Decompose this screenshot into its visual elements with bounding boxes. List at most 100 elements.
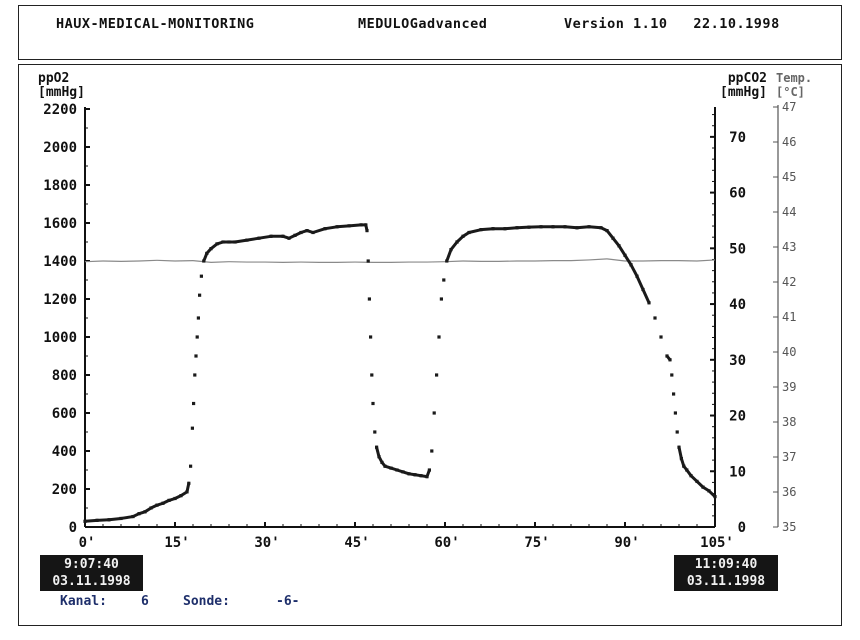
right-axis-tick-label: 20: [729, 409, 746, 425]
ppo2-point: [641, 287, 645, 292]
chart-panel: [18, 64, 842, 626]
axis-labels: 0200400600800100012001400160018002000220…: [38, 71, 812, 551]
app-title: HAUX-MEDICAL-MONITORING: [56, 16, 255, 32]
ppo2-segment: [233, 238, 249, 244]
right-axis-tick-label: 0: [738, 520, 746, 536]
ppo2-point: [659, 335, 663, 339]
ppo2-segment: [257, 234, 273, 240]
temperature-segment: [588, 258, 608, 261]
ppo2-point: [670, 373, 674, 377]
ppo2-point: [380, 460, 384, 464]
left-axis-tick-label: 1600: [43, 216, 77, 232]
temp-axis-tick-label: 39: [782, 380, 796, 394]
ppo2-segment: [641, 288, 651, 305]
ppo2-point: [432, 411, 436, 415]
ppo2-segment: [245, 236, 261, 242]
left-axis-tick-label: 1200: [43, 292, 77, 308]
ppo2-point: [287, 236, 291, 240]
ppo2-point: [179, 494, 183, 498]
left-axis-title-line1: ppO2: [38, 71, 69, 86]
ppo2-point: [491, 227, 495, 231]
sonde-value: -6-: [276, 594, 300, 609]
ppo2-segment: [635, 274, 645, 291]
ppo2-segment: [575, 225, 591, 230]
ppo2-point: [299, 230, 303, 235]
temp-axis-title-line1: Temp.: [776, 71, 812, 85]
ppo2-point: [389, 466, 393, 470]
ppo2-point: [587, 225, 591, 229]
ppo2-point: [189, 464, 193, 468]
temperature-segment: [156, 259, 176, 262]
ppo2-point: [364, 223, 368, 227]
ppo2-segment: [515, 225, 531, 230]
temp-axis-tick-label: 37: [782, 450, 796, 464]
temp-axis-tick-label: 35: [782, 520, 796, 534]
ppo2-point: [665, 354, 669, 358]
ppo2-point: [713, 495, 717, 499]
ppo2-point: [395, 468, 399, 472]
ppo2-point: [563, 225, 567, 229]
ppo2-point: [305, 229, 309, 233]
ppo2-point: [193, 373, 197, 377]
ppo2-point: [647, 301, 651, 305]
ppo2-point: [467, 230, 471, 235]
temperature-series: [84, 258, 716, 263]
temp-axis-tick-label: 38: [782, 415, 796, 429]
ppo2-segment: [445, 248, 453, 263]
ppo2-segment: [119, 515, 135, 520]
ppo2-point: [635, 274, 639, 278]
ppo2-point: [383, 464, 387, 468]
ppo2-point: [199, 274, 203, 278]
ppo2-point: [131, 514, 135, 519]
ppo2-point: [221, 240, 225, 244]
start-time: 9:07:40: [64, 557, 119, 572]
ppo2-point: [419, 474, 423, 478]
temperature-segment: [192, 260, 212, 263]
ppo2-point: [461, 234, 465, 238]
sonde-label: Sonde:: [183, 594, 230, 609]
kanal-value: 6: [141, 594, 149, 609]
ppo2-point: [195, 335, 199, 339]
ppo2-point: [366, 259, 370, 263]
ppo2-point: [695, 479, 699, 483]
ppo2-point: [205, 251, 209, 255]
x-axis-tick-label: 60': [434, 535, 459, 551]
ppo2-segment: [95, 518, 111, 522]
ppo2-point: [119, 516, 123, 521]
ppo2-point: [190, 426, 194, 430]
ppo2-segment: [563, 225, 579, 230]
ppo2-point: [137, 512, 141, 516]
right-axis-title-line1: ppCO2: [728, 71, 767, 86]
ppo2-point: [187, 481, 191, 485]
ppo2-segment: [347, 223, 363, 228]
ppo2-point: [323, 227, 327, 231]
ppo2-point: [347, 224, 351, 228]
ppo2-point: [455, 240, 459, 244]
ppo2-point: [281, 234, 285, 238]
ppo2-point: [107, 518, 111, 522]
ppo2-point: [668, 358, 672, 362]
ppo2-point: [653, 316, 657, 320]
left-axis-tick-label: 1000: [43, 330, 77, 346]
ppo2-point: [515, 226, 519, 230]
temp-axis-tick-label: 42: [782, 275, 796, 289]
ppo2-point: [143, 510, 147, 514]
ppo2-point: [445, 259, 449, 263]
temperature-segment: [606, 258, 626, 262]
start-time-box: 9:07:40 03.11.1998: [40, 555, 143, 591]
temp-axis-tick-label: 46: [782, 135, 796, 149]
temp-axis-tick-label: 44: [782, 205, 796, 219]
temp-axis-tick-label: 43: [782, 240, 796, 254]
ppo2-point: [575, 226, 579, 230]
temperature-segment: [210, 261, 230, 263]
ppo2-segment: [479, 227, 495, 232]
ppo2-point: [269, 234, 273, 238]
ppo2-point: [427, 468, 431, 472]
ppo2-segment: [83, 518, 99, 523]
ppo2-point: [293, 233, 297, 237]
ppo2-point: [435, 373, 439, 377]
x-axis-tick-label: 45': [344, 535, 369, 551]
left-axis-tick-label: 2000: [43, 140, 77, 156]
ppo2-point: [439, 297, 443, 301]
ppo2-point: [215, 242, 219, 246]
